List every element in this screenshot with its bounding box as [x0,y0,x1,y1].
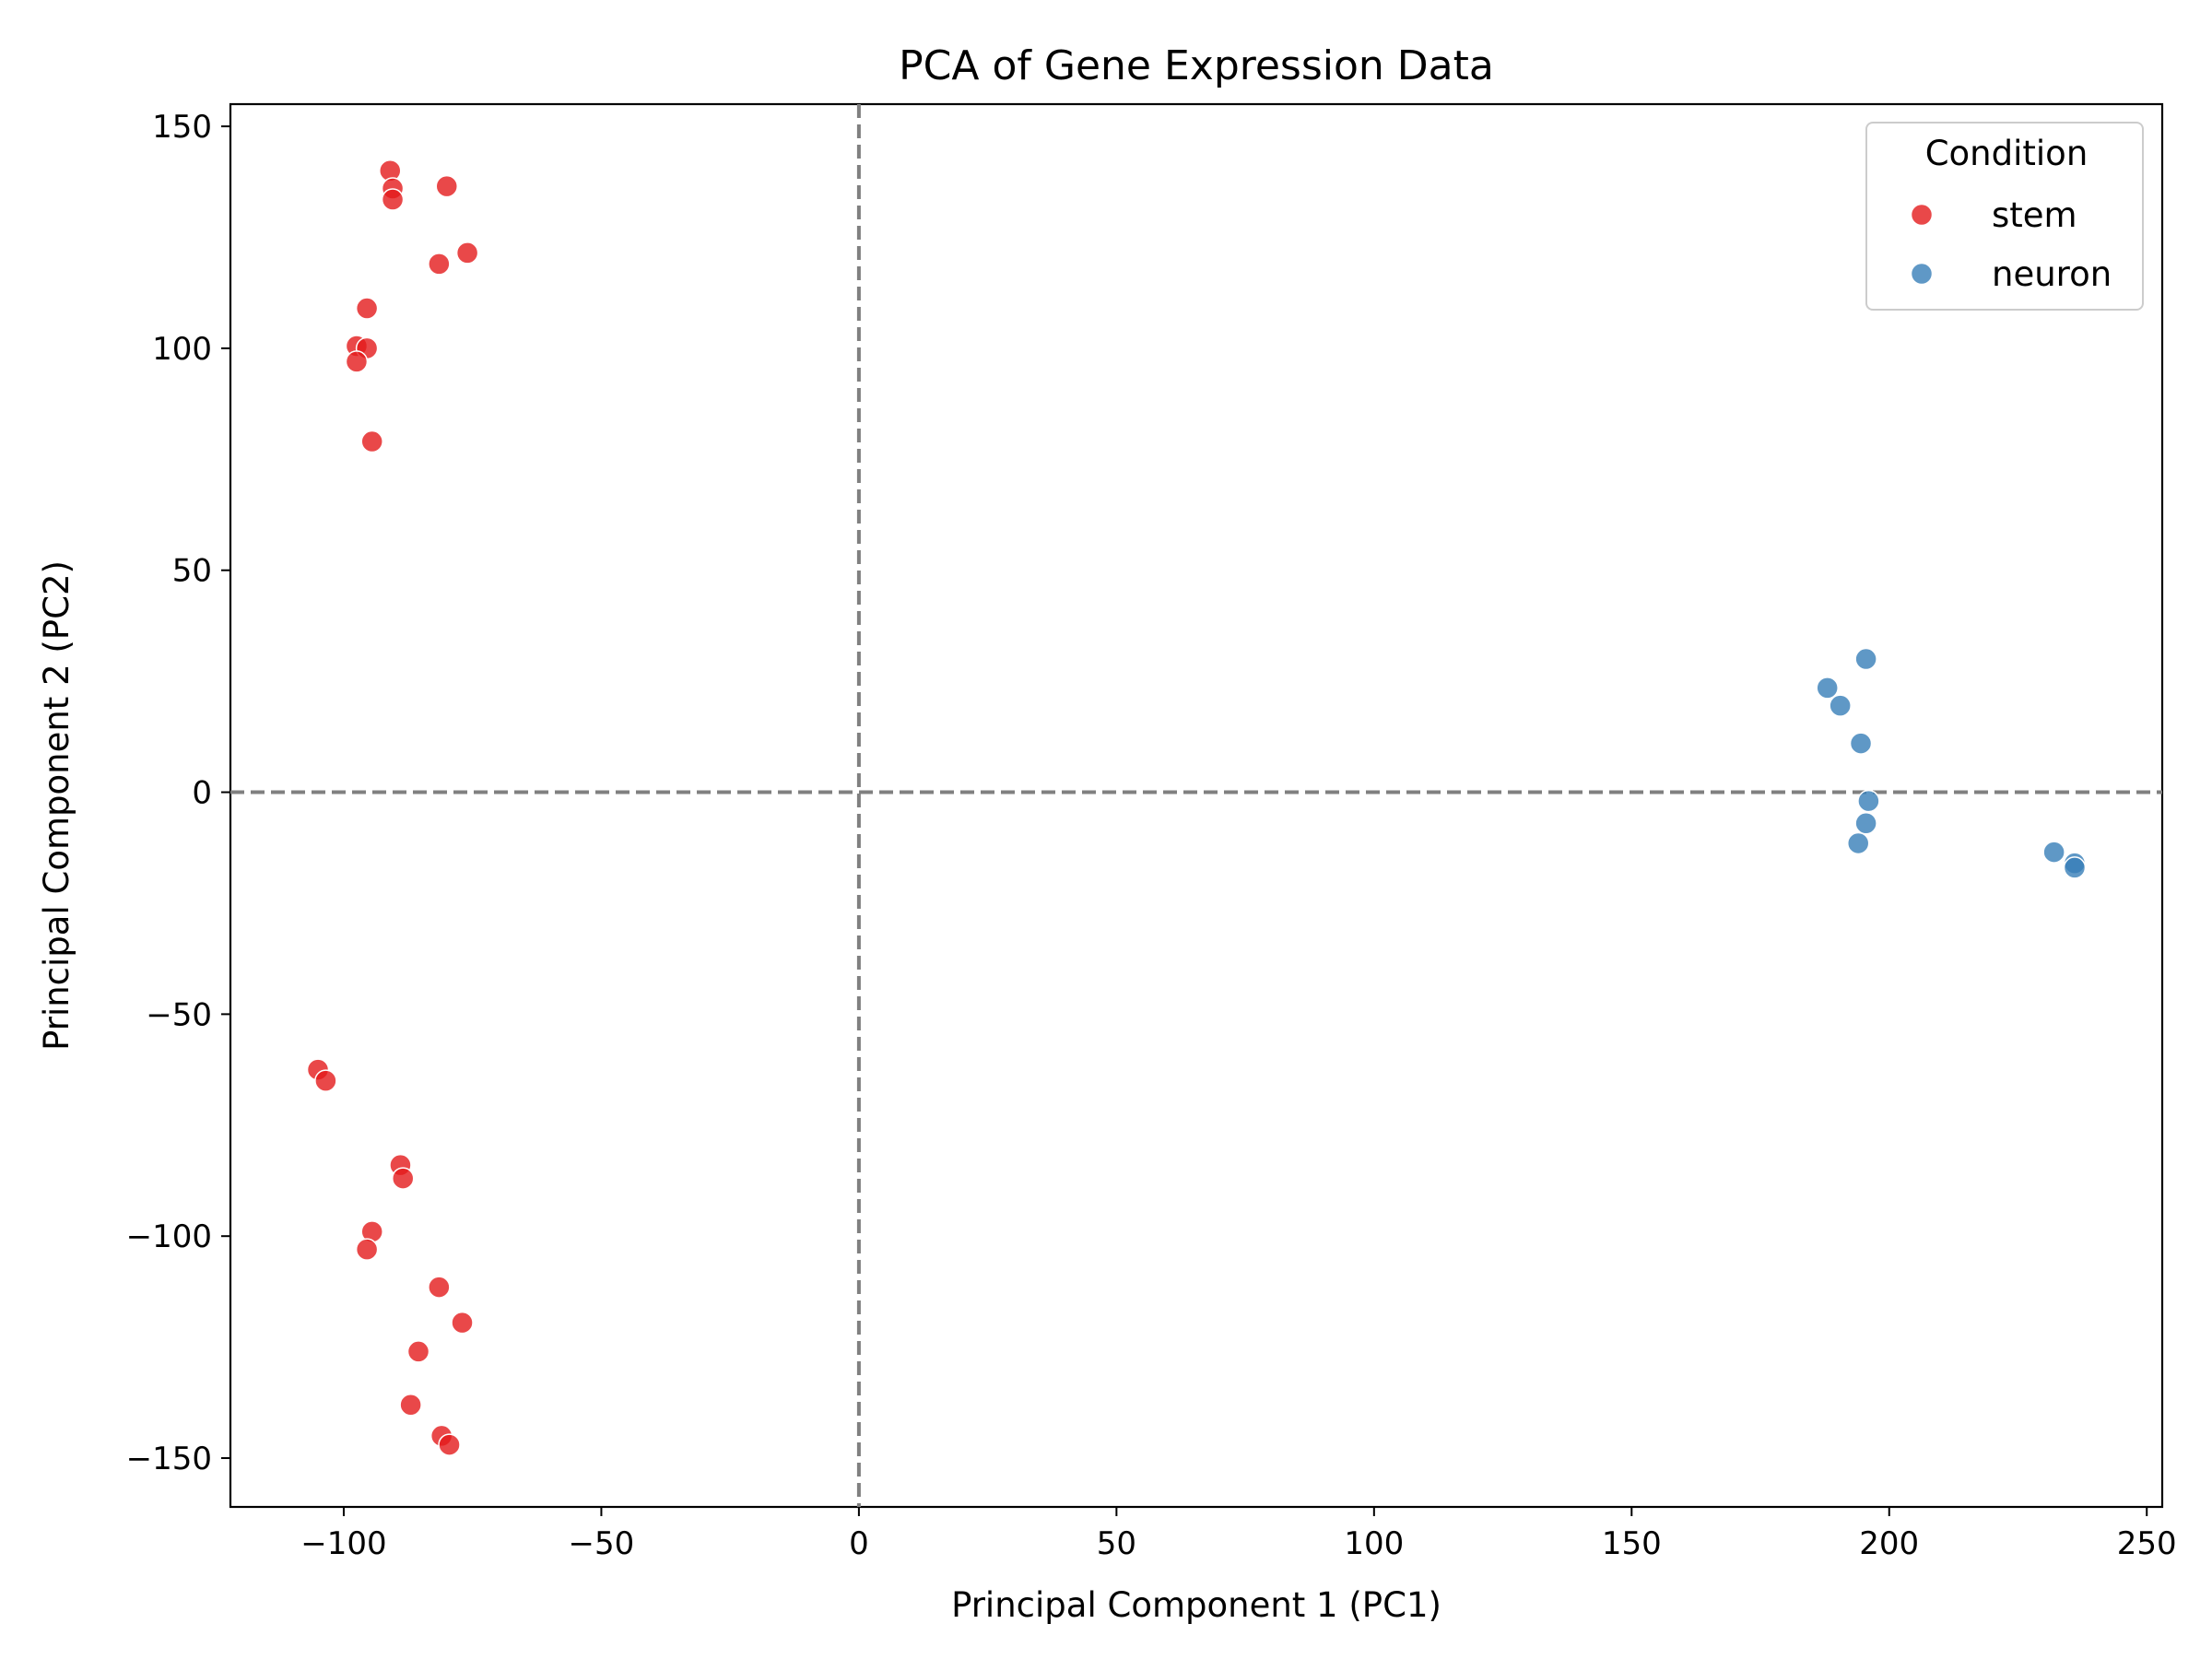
reference-lines [230,104,2162,1507]
data-point-stem [438,1433,461,1456]
data-point-stem [399,1393,422,1417]
data-point-stem [345,350,369,373]
data-point-neuron [1854,647,1877,671]
data-point-neuron [1857,789,1880,813]
x-tick-label: −50 [569,1525,635,1562]
plot-area [229,102,2164,1509]
x-tick-label: 250 [2117,1525,2177,1562]
x-tick-label: 50 [1097,1525,1136,1562]
x-tick-label: 0 [849,1525,869,1562]
legend-title: Condition [1925,134,2088,173]
data-point-stem [381,188,405,211]
scatter-points [306,159,2087,1456]
chart-title: PCA of Gene Expression Data [899,42,1494,89]
data-point-neuron [1849,732,1873,755]
legend: Condition stem neuron [1865,122,2144,311]
y-axis-ticks: −150 −100 −50 0 50 100 150 [126,109,230,1477]
data-point-neuron [1846,831,1870,855]
data-point-stem [391,1167,415,1190]
legend-label-stem: stem [1992,195,2077,235]
data-point-stem [428,253,451,276]
legend-box [1865,122,2144,311]
y-tick-label: −150 [126,1441,212,1477]
data-point-stem [355,1238,379,1261]
y-axis-label: Principal Component 2 (PC2) [37,560,76,1051]
legend-marker-stem [1910,203,1934,227]
data-point-neuron [1816,677,1839,700]
data-point-neuron [2042,841,2065,864]
data-point-stem [314,1069,337,1092]
y-tick-label: −100 [126,1218,212,1255]
data-point-stem [455,241,479,265]
data-point-stem [355,297,379,320]
legend-marker-neuron [1910,262,1934,286]
data-point-neuron [1854,812,1877,835]
data-point-stem [435,174,459,198]
x-tick-label: 100 [1344,1525,1404,1562]
legend-label-neuron: neuron [1992,254,2112,294]
x-axis-label: Principal Component 1 (PC1) [951,1585,1441,1625]
data-point-neuron [2063,856,2087,879]
plot-frame [229,102,2164,1509]
x-tick-label: −100 [300,1525,386,1562]
x-axis-ticks: −100 −50 0 50 100 150 200 250 [300,1507,2177,1562]
y-tick-label: 50 [172,553,212,590]
data-point-stem [428,1276,451,1299]
y-tick-label: 100 [152,331,212,368]
data-point-stem [451,1311,474,1335]
data-point-neuron [1829,694,1852,717]
x-tick-label: 150 [1602,1525,1662,1562]
data-point-stem [406,1340,430,1363]
y-tick-label: −50 [146,996,212,1033]
y-tick-label: 0 [192,775,212,812]
x-tick-label: 200 [1859,1525,1919,1562]
data-point-stem [360,429,383,453]
y-tick-label: 150 [152,109,212,146]
